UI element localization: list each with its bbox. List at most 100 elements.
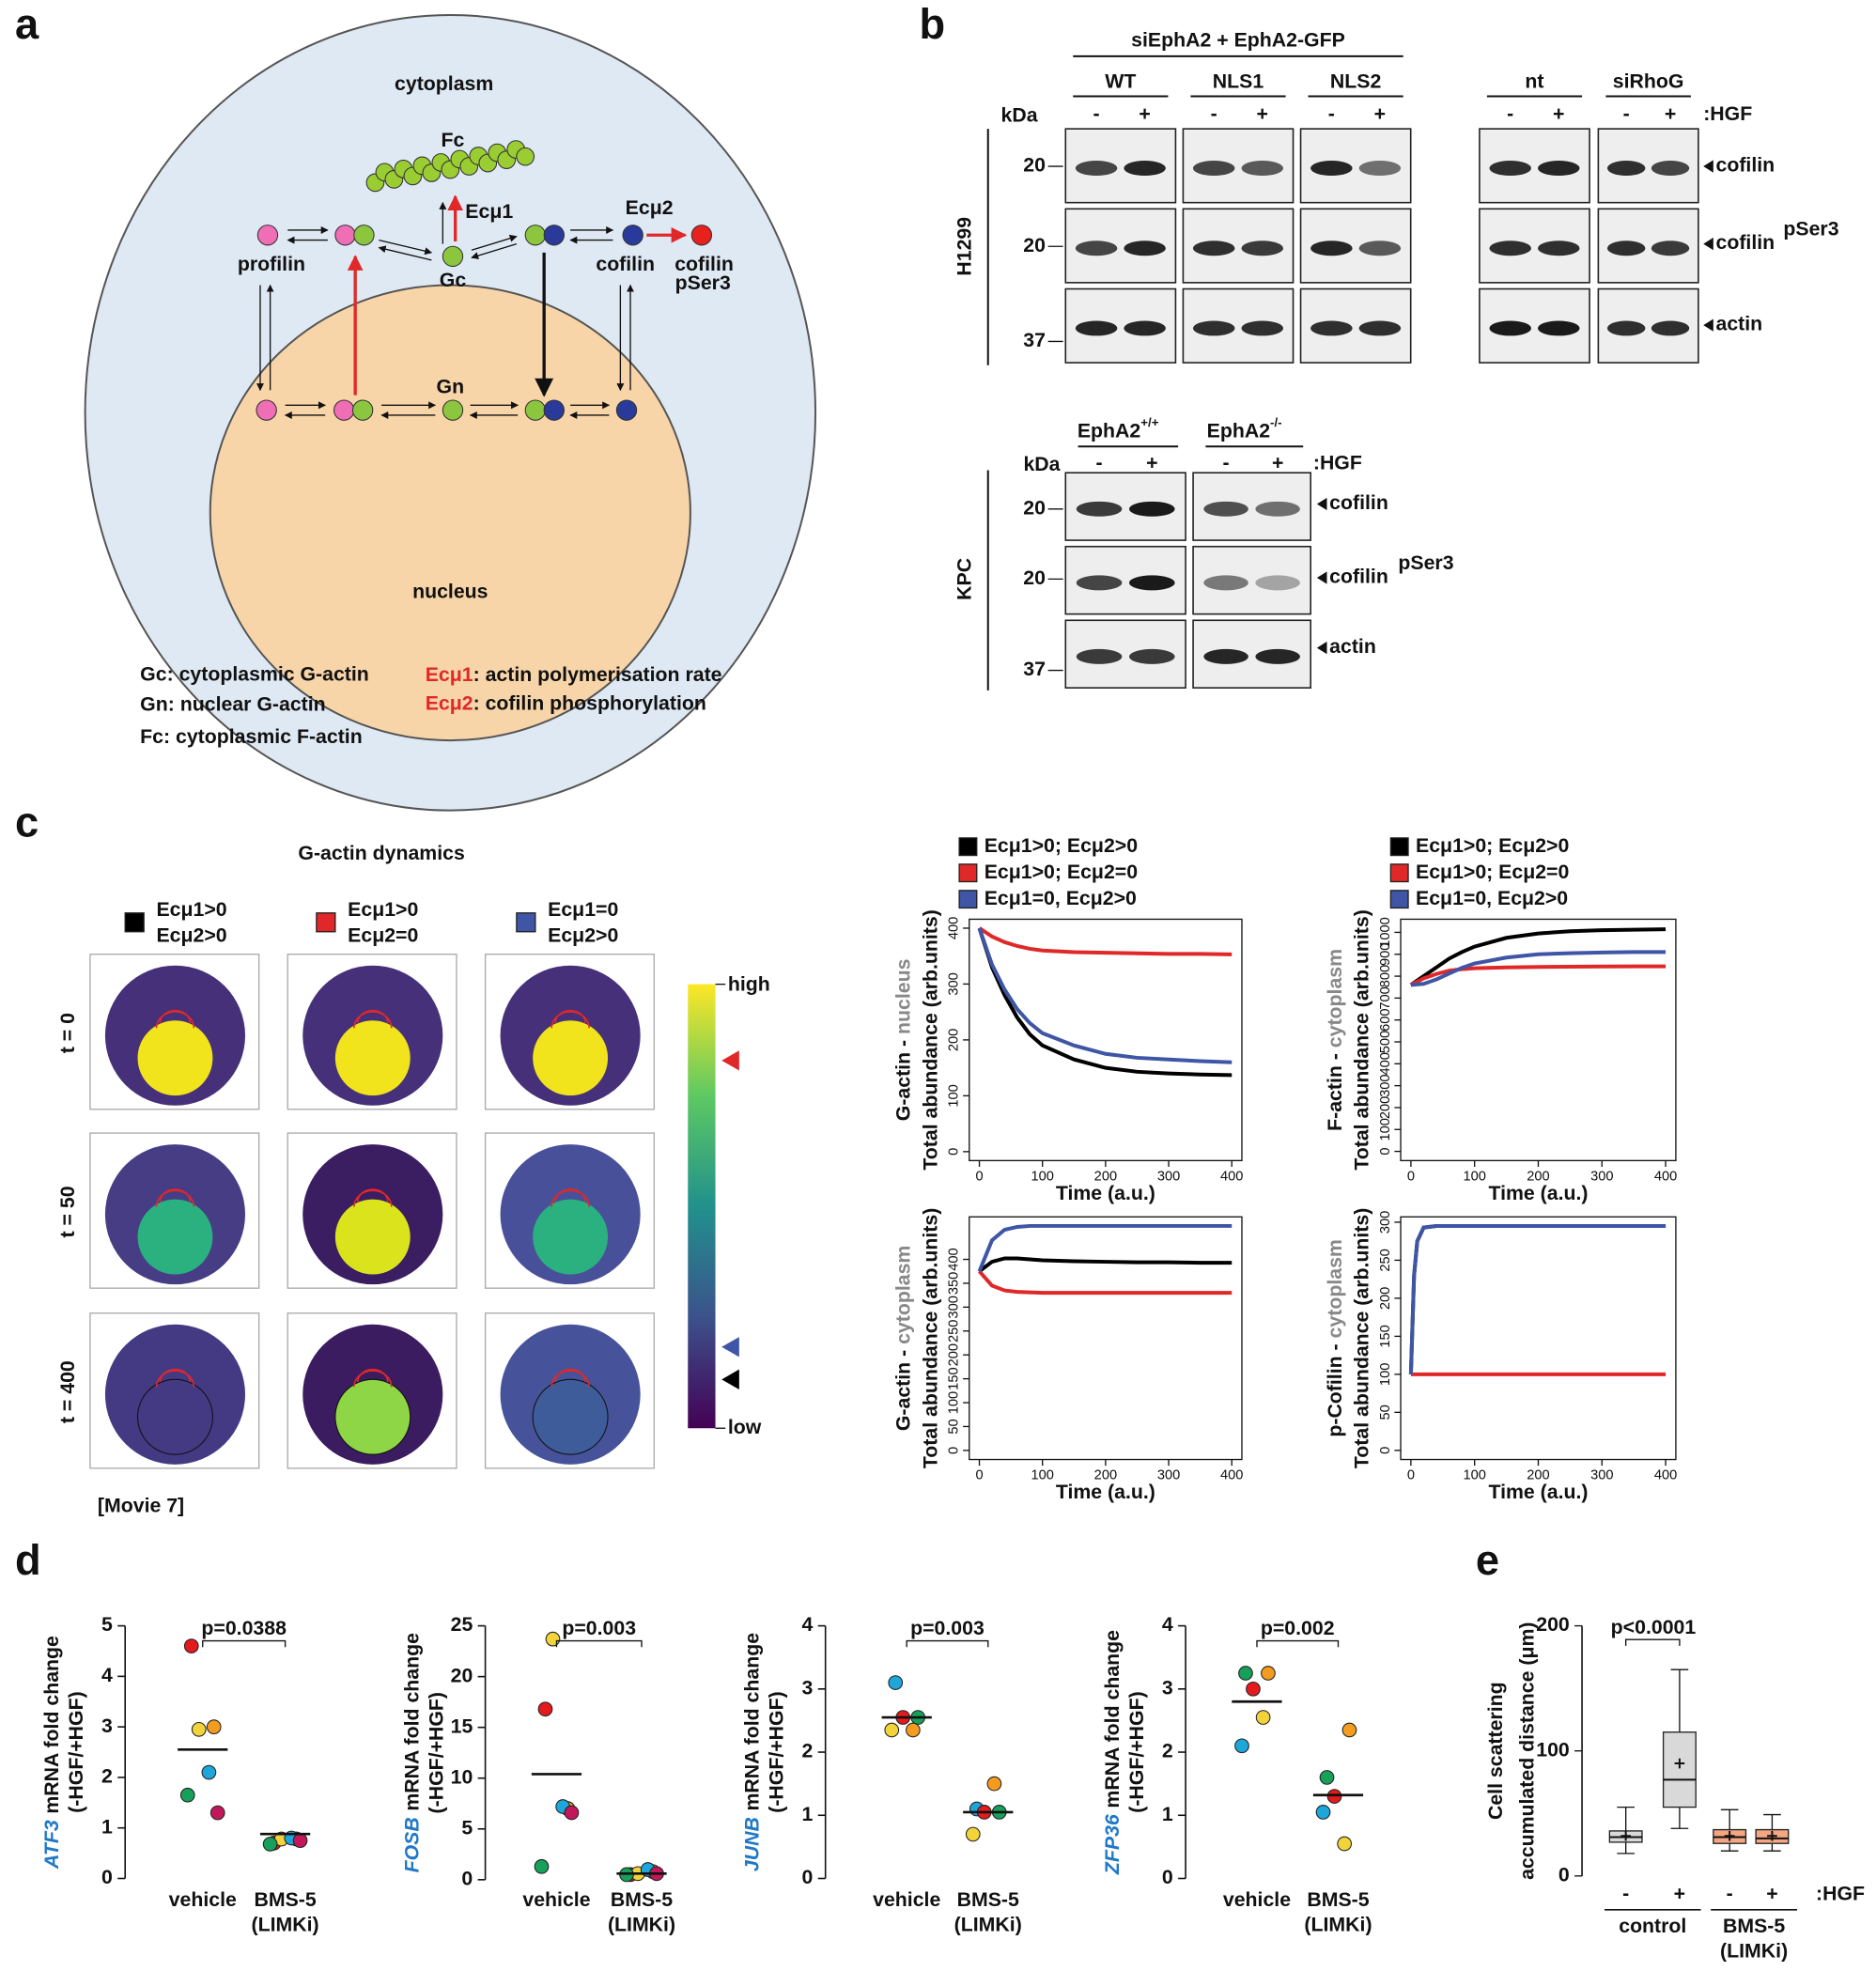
level-marker bbox=[721, 1050, 739, 1071]
x-axis-label: Time (a.u.) bbox=[1056, 1481, 1155, 1503]
band bbox=[1129, 648, 1175, 664]
arrow bbox=[471, 242, 518, 259]
mean-marker bbox=[1620, 1830, 1631, 1841]
nucleus-compartment bbox=[209, 284, 691, 742]
y-tick-label: 400 bbox=[947, 1248, 962, 1270]
y-axis-title: JUNB mRNA fold change bbox=[740, 1633, 763, 1871]
mean-marker bbox=[1674, 1758, 1685, 1769]
label: actin bbox=[1329, 635, 1376, 658]
y-tick-label: 0 bbox=[461, 1867, 473, 1889]
gene-name: ZFP36 bbox=[1100, 1814, 1123, 1875]
data-point bbox=[191, 1721, 207, 1737]
legend-text: Ecμ2: cofilin phosphorylation bbox=[426, 691, 706, 714]
y-tick-label: 200 bbox=[947, 1029, 962, 1051]
label: cofilin bbox=[596, 253, 655, 275]
y-axis-title: (-HGF/+HGF) bbox=[766, 1691, 788, 1812]
label: - bbox=[1223, 452, 1230, 474]
plot-frame bbox=[969, 1216, 1243, 1461]
p-value: p=0.002 bbox=[1261, 1617, 1335, 1639]
legend-key: Ecμ1 bbox=[426, 662, 473, 685]
x-tick-label: vehicle bbox=[169, 1888, 237, 1911]
group-label: BMS-5 bbox=[1723, 1915, 1785, 1937]
label: nucleus bbox=[412, 581, 488, 603]
gene-name: ATF3 bbox=[40, 1820, 63, 1870]
band bbox=[1489, 161, 1531, 177]
arrowhead bbox=[1703, 160, 1713, 173]
y-axis-title: FOSB mRNA fold change bbox=[400, 1633, 423, 1873]
label: cofilin bbox=[674, 253, 734, 275]
label: 20 bbox=[1023, 566, 1046, 589]
y-tick-label: 0 bbox=[802, 1866, 814, 1888]
y-axis-title: G-actin - nucleus bbox=[891, 959, 914, 1122]
label: Ecμ1=0 bbox=[548, 898, 618, 921]
label: siRhoG bbox=[1613, 70, 1684, 92]
band bbox=[1651, 241, 1690, 256]
map-nucleus bbox=[334, 1378, 411, 1455]
x-tick-label: 100 bbox=[1031, 1170, 1054, 1185]
data-point bbox=[262, 1837, 278, 1852]
x-tick-label: (LIMKi) bbox=[1304, 1914, 1372, 1936]
molecule bbox=[333, 399, 355, 421]
band bbox=[1606, 241, 1646, 256]
molecule bbox=[524, 399, 547, 421]
label: pSer3 bbox=[1783, 218, 1838, 241]
gene: EphA2 bbox=[1078, 419, 1140, 442]
label: H1299 bbox=[953, 217, 975, 276]
label: - bbox=[1093, 102, 1100, 125]
y-axis-label: Total abundance (arb.units) bbox=[919, 909, 941, 1170]
label: KPC bbox=[953, 558, 975, 600]
x-tick-label: 300 bbox=[1590, 1170, 1613, 1185]
x-tick-label: BMS-5 bbox=[1307, 1888, 1369, 1911]
y-tick-label: 1000 bbox=[1378, 917, 1393, 948]
x-tick-label: 400 bbox=[1220, 1468, 1243, 1483]
x-tick-label: 0 bbox=[1407, 1468, 1415, 1483]
label: Gc bbox=[440, 269, 467, 291]
label: 37 bbox=[1023, 658, 1046, 680]
series-line bbox=[1410, 950, 1667, 987]
band bbox=[1358, 161, 1402, 177]
y-axis-title: ATF3 mRNA fold change bbox=[40, 1636, 63, 1870]
p-value: p<0.0001 bbox=[1611, 1616, 1697, 1638]
x-tick-label: + bbox=[1766, 1882, 1777, 1904]
map-nucleus bbox=[137, 1020, 213, 1096]
legend-swatch bbox=[124, 912, 145, 933]
y-axis-title-part: mRNA fold change bbox=[740, 1633, 763, 1811]
x-tick-label: 200 bbox=[1094, 1468, 1117, 1483]
band bbox=[1076, 575, 1123, 591]
map-nucleus bbox=[137, 1199, 213, 1275]
x-tick-label: vehicle bbox=[522, 1888, 590, 1911]
label: kDa bbox=[1023, 453, 1060, 475]
group-label: control bbox=[1619, 1915, 1686, 1937]
gene: EphA2 bbox=[1207, 419, 1270, 442]
molecule bbox=[615, 399, 638, 421]
data-point bbox=[183, 1638, 199, 1653]
treatment-label: :HGF bbox=[1816, 1882, 1865, 1904]
label: + bbox=[1374, 102, 1386, 125]
y-axis-title-part: F-actin - bbox=[1323, 1048, 1345, 1131]
legend-swatch bbox=[958, 863, 978, 883]
x-tick-label: (LIMKi) bbox=[252, 1914, 319, 1936]
mean-marker bbox=[1767, 1830, 1777, 1841]
y-tick-label: 4 bbox=[1162, 1613, 1173, 1636]
legend-label: Ecμ1>0; Ecμ2=0 bbox=[985, 861, 1138, 883]
label: t = 0 bbox=[56, 1013, 79, 1053]
legend-label: Ecμ1>0; Ecμ2=0 bbox=[1416, 861, 1569, 883]
legend-text: Ecμ1: actin polymerisation rate bbox=[426, 662, 722, 685]
label: NLS1 bbox=[1213, 70, 1264, 92]
y-axis-title-part: cytoplasm bbox=[1323, 949, 1345, 1048]
panel-label: c bbox=[15, 799, 39, 846]
group-label: EphA2-/- bbox=[1207, 414, 1282, 441]
label: WT bbox=[1105, 70, 1136, 92]
legend-desc: : actin polymerisation rate bbox=[473, 662, 722, 685]
data-point bbox=[201, 1764, 217, 1780]
y-axis-title: F-actin - cytoplasm bbox=[1323, 949, 1345, 1131]
genotype: +/+ bbox=[1140, 414, 1158, 428]
legend-swatch bbox=[1389, 863, 1409, 883]
y-tick-label: 1 bbox=[101, 1815, 113, 1838]
y-tick-label: 0 bbox=[101, 1866, 113, 1888]
y-tick-label: 2 bbox=[802, 1740, 814, 1762]
y-tick-label: 200 bbox=[947, 1343, 962, 1366]
x-tick-label: 300 bbox=[1157, 1170, 1180, 1185]
map-arc bbox=[353, 1368, 393, 1388]
label: cofilin bbox=[1329, 491, 1388, 514]
